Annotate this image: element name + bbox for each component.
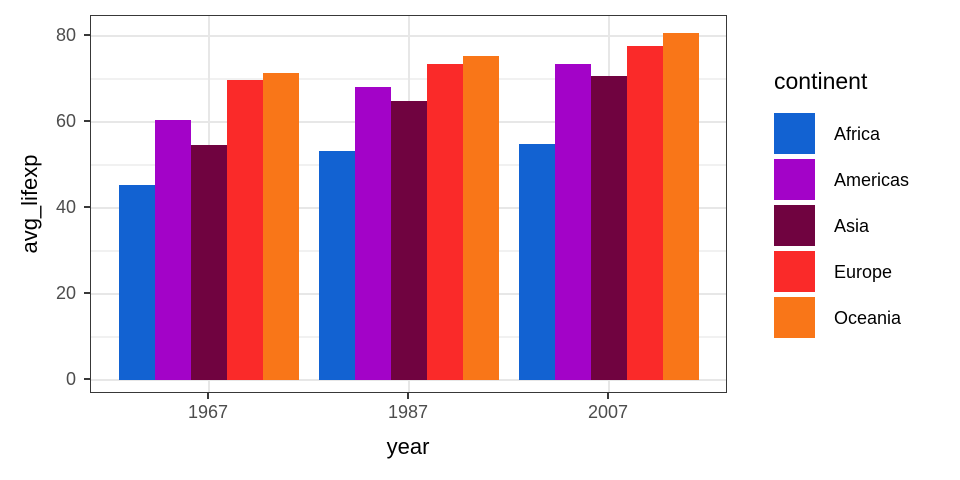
bar-oceania-2007 xyxy=(663,33,699,380)
x-tick-label-1987: 1987 xyxy=(387,402,429,422)
bar-africa-1987 xyxy=(319,151,355,380)
legend-swatch-europe xyxy=(774,251,815,292)
legend-items: Africa Americas Asia Europe Oceania xyxy=(774,113,909,338)
legend-label-americas: Americas xyxy=(834,169,910,190)
legend-swatch-africa xyxy=(774,113,815,154)
bar-americas-1987 xyxy=(355,87,391,380)
y-tick-80 xyxy=(84,34,90,36)
bar-asia-1987 xyxy=(391,101,427,380)
y-tick-label-60: 60 xyxy=(55,111,76,131)
bar-asia-1967 xyxy=(191,145,227,380)
legend-item-americas: Americas xyxy=(774,159,909,200)
x-tick-label-1967: 1967 xyxy=(187,402,229,422)
bar-europe-2007 xyxy=(627,46,663,380)
legend-item-asia: Asia xyxy=(774,205,909,246)
legend: continent Africa Americas Asia Europe Oceani… xyxy=(774,70,909,343)
y-tick-label-40: 40 xyxy=(55,197,76,217)
bar-americas-2007 xyxy=(555,64,591,380)
legend-label-asia: Asia xyxy=(834,215,870,236)
bar-africa-2007 xyxy=(519,144,555,380)
bar-americas-1967 xyxy=(155,120,191,380)
legend-label-oceania: Oceania xyxy=(834,307,902,328)
y-tick-label-0: 0 xyxy=(65,369,76,389)
legend-label-europe: Europe xyxy=(834,261,893,282)
legend-item-oceania: Oceania xyxy=(774,297,909,338)
legend-item-europe: Europe xyxy=(774,251,909,292)
x-axis-title: year xyxy=(386,434,430,459)
bar-africa-1967 xyxy=(119,185,155,380)
plot-panel xyxy=(90,15,727,393)
y-tick-label-20: 20 xyxy=(55,283,76,303)
legend-swatch-asia xyxy=(774,205,815,246)
y-tick-40 xyxy=(84,206,90,208)
bar-oceania-1987 xyxy=(463,56,499,380)
y-tick-60 xyxy=(84,120,90,122)
y-tick-label-80: 80 xyxy=(55,25,76,45)
bar-europe-1967 xyxy=(227,80,263,380)
legend-swatch-americas xyxy=(774,159,815,200)
y-tick-20 xyxy=(84,292,90,294)
y-axis-title: avg_lifexp xyxy=(17,154,42,254)
legend-item-africa: Africa xyxy=(774,113,909,154)
bar-asia-2007 xyxy=(591,76,627,380)
legend-swatch-oceania xyxy=(774,297,815,338)
x-tick-1967 xyxy=(207,393,209,399)
y-tick-0 xyxy=(84,378,90,380)
legend-title: continent xyxy=(774,68,868,94)
bar-oceania-1967 xyxy=(263,73,299,380)
x-tick-1987 xyxy=(407,393,409,399)
legend-label-africa: Africa xyxy=(834,123,881,144)
x-tick-2007 xyxy=(607,393,609,399)
x-tick-label-2007: 2007 xyxy=(587,402,629,422)
bar-europe-1987 xyxy=(427,64,463,380)
